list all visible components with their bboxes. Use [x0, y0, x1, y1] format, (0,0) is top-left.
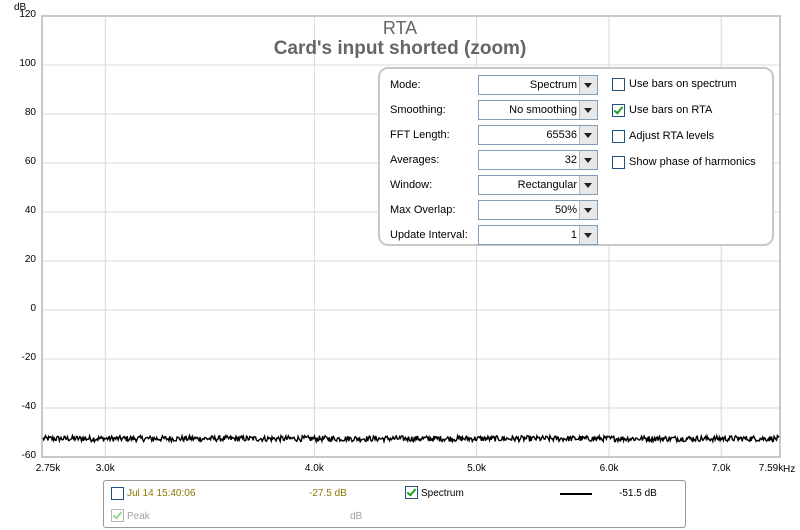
window-value: Rectangular	[517, 179, 577, 191]
mode-value: Spectrum	[529, 79, 577, 91]
y-tick-label: -60	[21, 450, 36, 461]
chevron-down-icon[interactable]	[579, 176, 597, 194]
x-tick-label: 5.0k	[467, 463, 487, 474]
use-bars-on-spectrum-checkbox[interactable]	[612, 78, 625, 91]
window-label: Window:	[390, 179, 433, 191]
update-interval-select[interactable]: 1	[478, 225, 598, 245]
plot-frame	[41, 15, 781, 458]
update-interval-value: 1	[570, 229, 577, 241]
x-tick-label: 4.0k	[304, 463, 324, 474]
chart-title: RTA	[382, 18, 418, 38]
y-tick-label: 100	[19, 58, 36, 69]
x-tick-label: 3.0k	[95, 463, 115, 474]
max-overlap-value: 50%	[554, 204, 577, 216]
x-axis-unit: Hz	[783, 464, 796, 475]
y-tick-label: 60	[24, 156, 36, 167]
smoothing-select[interactable]: No smoothing	[478, 100, 598, 120]
peak-value: dB	[350, 511, 363, 522]
averages-select[interactable]: 32	[478, 150, 598, 170]
spectrum-label[interactable]: Spectrum	[421, 488, 464, 499]
fft-length-select[interactable]: 65536	[478, 125, 598, 145]
measurement-checkbox[interactable]	[111, 487, 124, 500]
averages-value: 32	[564, 154, 577, 166]
x-tick-label: 2.75k	[35, 463, 61, 474]
spectrum-value: -51.5 dB	[619, 488, 657, 499]
chevron-down-icon[interactable]	[579, 76, 597, 94]
chevron-down-icon[interactable]	[579, 201, 597, 219]
peak-label[interactable]: Peak	[127, 511, 150, 522]
fft-length-value: 65536	[546, 129, 577, 141]
show-phase-of-harmonics-checkbox[interactable]	[612, 156, 625, 169]
fft-length-label: FFT Length:	[390, 129, 450, 141]
rta-control-panel: Mode: Spectrum Smoothing: No smoothing F…	[378, 67, 774, 246]
x-tick-label: 7.0k	[711, 463, 731, 474]
averages-label: Averages:	[390, 154, 440, 166]
max-overlap-select[interactable]: 50%	[478, 200, 598, 220]
spectrum-trace	[42, 433, 780, 445]
y-tick-label: 20	[24, 254, 36, 265]
x-tick-label: 7.59k	[758, 463, 784, 474]
y-tick-label: -40	[21, 401, 36, 412]
y-tick-label: -20	[21, 352, 36, 363]
y-axis-unit: dB	[14, 2, 27, 13]
update-interval-label: Update Interval:	[390, 229, 468, 241]
adjust-rta-levels-label[interactable]: Adjust RTA levels	[629, 130, 715, 142]
show-phase-of-harmonics-label[interactable]: Show phase of harmonics	[629, 156, 756, 168]
use-bars-on-rta-label[interactable]: Use bars on RTA	[629, 104, 713, 116]
peak-checkbox[interactable]	[111, 509, 124, 522]
graph-legend: Jul 14 15:40:06 -27.5 dB Spectrum -51.5 …	[103, 480, 686, 528]
chevron-down-icon[interactable]	[579, 126, 597, 144]
y-tick-label: 80	[24, 107, 36, 118]
y-tick-label: 0	[30, 303, 36, 314]
y-tick-label: 120	[19, 9, 36, 20]
measurement-value: -27.5 dB	[309, 488, 347, 499]
y-tick-label: 40	[24, 205, 36, 216]
chevron-down-icon[interactable]	[579, 101, 597, 119]
chart-subtitle: Card's input shorted (zoom)	[273, 38, 527, 59]
spectrum-checkbox[interactable]	[405, 486, 418, 499]
chevron-down-icon[interactable]	[579, 151, 597, 169]
adjust-rta-levels-checkbox[interactable]	[612, 130, 625, 143]
chevron-down-icon[interactable]	[579, 226, 597, 244]
measurement-date[interactable]: Jul 14 15:40:06	[127, 488, 196, 499]
spectrum-line-swatch	[560, 493, 592, 495]
mode-select[interactable]: Spectrum	[478, 75, 598, 95]
smoothing-value: No smoothing	[509, 104, 577, 116]
smoothing-label: Smoothing:	[390, 104, 446, 116]
mode-label: Mode:	[390, 79, 421, 91]
max-overlap-label: Max Overlap:	[390, 204, 456, 216]
use-bars-on-rta-checkbox[interactable]	[612, 104, 625, 117]
use-bars-on-spectrum-label[interactable]: Use bars on spectrum	[629, 78, 737, 90]
x-tick-label: 6.0k	[599, 463, 619, 474]
window-select[interactable]: Rectangular	[478, 175, 598, 195]
